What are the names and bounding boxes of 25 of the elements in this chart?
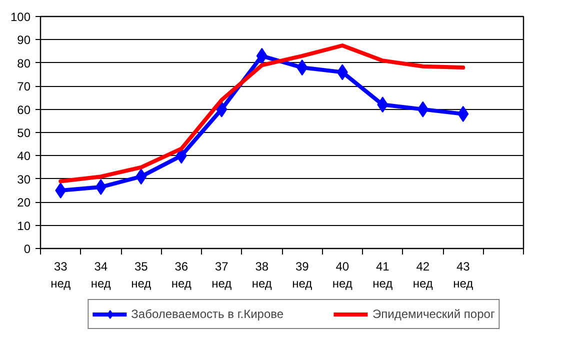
y-tick-label: 90: [17, 33, 31, 48]
x-tick-label: 38 нед: [252, 260, 272, 290]
x-tick-label: 39 нед: [292, 260, 312, 290]
x-tick-label: 33 нед: [50, 260, 71, 290]
y-tick-label: 60: [17, 102, 31, 117]
x-tick-label: 41 нед: [372, 260, 393, 290]
y-tick-label: 30: [17, 172, 31, 186]
y-tick-label: 40: [17, 149, 31, 164]
x-tick-label: 40 нед: [332, 260, 352, 290]
y-tick-label: 70: [17, 80, 31, 94]
y-tick-label: 10: [17, 218, 31, 233]
x-tick-label: 43 нед: [453, 260, 474, 290]
y-tick-label: 0: [24, 242, 31, 256]
y-tick-label: 100: [10, 10, 31, 24]
y-tick-label: 20: [17, 196, 31, 210]
x-tick-label: 42 нед: [412, 260, 433, 290]
x-tick-label: 37 нед: [212, 260, 232, 290]
point: [55, 182, 66, 198]
y-tick-label: 50: [17, 126, 31, 140]
x-tick-label: 34 нед: [90, 260, 111, 290]
legend-label: Эпидемический порог: [372, 307, 495, 321]
x-tick-label: 36 нед: [171, 260, 192, 290]
legend-label: Заболеваемость в г.Кирове: [131, 307, 284, 321]
x-tick-label: 35 нед: [131, 260, 152, 290]
y-tick-label: 80: [17, 56, 31, 70]
